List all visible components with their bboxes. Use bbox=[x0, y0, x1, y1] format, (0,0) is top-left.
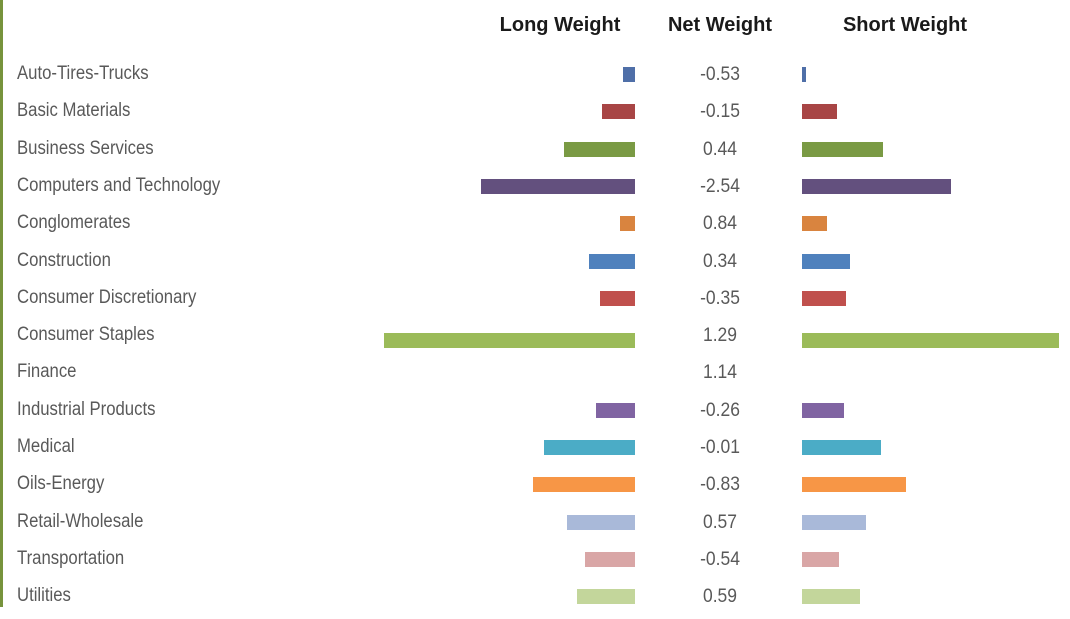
net-weight-value: -0.83 bbox=[700, 474, 740, 496]
short-weight-bar bbox=[802, 216, 827, 232]
category-label: Business Services bbox=[17, 137, 154, 159]
short-weight-bar bbox=[802, 141, 883, 157]
short-weight-bar bbox=[802, 67, 807, 82]
category-label: Oils-Energy bbox=[17, 473, 105, 495]
short-weight-bar bbox=[802, 178, 952, 194]
short-weight-bar bbox=[802, 477, 906, 493]
long-weight-bar bbox=[620, 216, 635, 232]
category-label: Medical bbox=[17, 436, 75, 457]
net-weight-value: -0.53 bbox=[700, 64, 740, 85]
short-weight-bar bbox=[802, 440, 881, 455]
table-row: Conglomerates 0.84 bbox=[0, 209, 1070, 246]
long-weight-bar bbox=[599, 290, 635, 306]
short-weight-bar bbox=[802, 290, 846, 306]
net-weight-value: 0.57 bbox=[702, 511, 738, 533]
table-row: Basic Materials -0.15 bbox=[0, 97, 1070, 134]
category-label: Consumer Discretionary bbox=[17, 286, 197, 308]
short-weight-bar bbox=[802, 253, 850, 269]
table-row: Oils-Energy -0.83 bbox=[0, 470, 1070, 507]
category-label: Consumer Staples bbox=[17, 324, 155, 346]
table-row: Retail-Wholesale 0.57 bbox=[0, 508, 1070, 545]
long-weight-bar bbox=[595, 402, 635, 418]
net-weight-value: -0.26 bbox=[700, 399, 740, 421]
long-weight-bar bbox=[622, 67, 635, 82]
left-border-line bbox=[0, 0, 3, 607]
category-label: Construction bbox=[17, 249, 111, 271]
long-weight-bar bbox=[564, 141, 635, 157]
long-weight-bar bbox=[566, 514, 635, 530]
category-label: Retail-Wholesale bbox=[17, 510, 144, 532]
net-weight-header: Net Weight bbox=[667, 14, 773, 36]
net-weight-value: -0.15 bbox=[700, 101, 740, 123]
category-label: Utilities bbox=[17, 585, 71, 607]
short-weight-bar bbox=[802, 514, 867, 530]
long-weight-bar bbox=[576, 589, 635, 605]
long-weight-bar bbox=[481, 178, 635, 194]
table-row: Consumer Discretionary -0.35 bbox=[0, 284, 1070, 321]
short-weight-header: Short Weight bbox=[842, 14, 968, 36]
table-row: Utilities 0.59 bbox=[0, 582, 1070, 619]
short-weight-bar bbox=[802, 589, 861, 605]
table-row: Construction 0.34 bbox=[0, 247, 1070, 284]
table-row: Medical -0.01 bbox=[0, 433, 1070, 470]
net-weight-value: 0.84 bbox=[702, 213, 738, 235]
category-label: Industrial Products bbox=[17, 398, 156, 420]
long-weight-bar bbox=[585, 551, 635, 567]
net-weight-value: 0.59 bbox=[702, 586, 738, 608]
long-weight-bar bbox=[533, 477, 635, 493]
table-row: Computers and Technology -2.54 bbox=[0, 172, 1070, 209]
long-weight-bar bbox=[589, 253, 635, 269]
category-label: Computers and Technology bbox=[17, 174, 221, 196]
net-weight-value: -2.54 bbox=[700, 175, 740, 197]
net-weight-value: -0.01 bbox=[700, 437, 740, 458]
table-row: Finance 1.14 bbox=[0, 358, 1070, 395]
table-row: Industrial Products -0.26 bbox=[0, 396, 1070, 433]
table-row: Transportation -0.54 bbox=[0, 545, 1070, 582]
category-label: Conglomerates bbox=[17, 212, 131, 234]
category-label: Auto-Tires-Trucks bbox=[17, 63, 149, 84]
long-weight-bar bbox=[601, 104, 635, 120]
short-weight-bar bbox=[802, 551, 840, 567]
net-weight-value: -0.35 bbox=[700, 287, 740, 309]
net-weight-value: 1.14 bbox=[702, 362, 738, 384]
short-weight-bar bbox=[802, 333, 1060, 349]
table-row: Business Services 0.44 bbox=[0, 135, 1070, 172]
category-label: Finance bbox=[17, 361, 77, 383]
long-weight-header: Long Weight bbox=[499, 14, 621, 36]
long-weight-bar bbox=[543, 440, 635, 455]
net-weight-value: 1.29 bbox=[702, 325, 738, 347]
table-row: Consumer Staples 1.29 bbox=[0, 321, 1070, 358]
table-row: Auto-Tires-Trucks -0.53 bbox=[0, 60, 1070, 97]
short-weight-bar bbox=[802, 402, 844, 418]
net-weight-value: 0.44 bbox=[702, 138, 738, 160]
category-label: Transportation bbox=[17, 547, 125, 569]
category-label: Basic Materials bbox=[17, 100, 131, 122]
short-weight-bar bbox=[802, 104, 838, 120]
net-weight-value: -0.54 bbox=[700, 548, 740, 570]
long-weight-bar bbox=[383, 333, 635, 349]
net-weight-value: 0.34 bbox=[702, 250, 738, 272]
